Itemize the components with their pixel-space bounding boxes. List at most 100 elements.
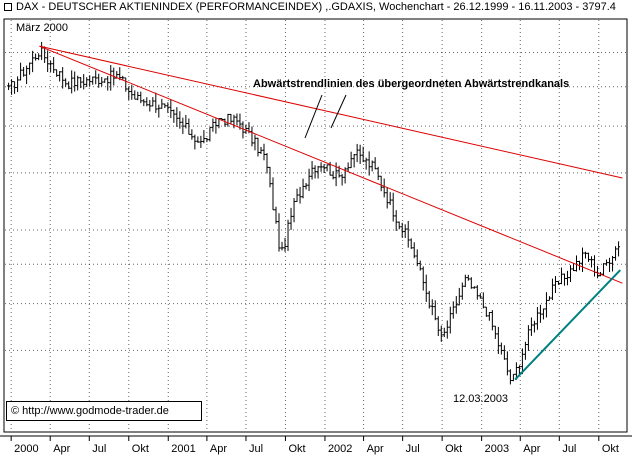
x-tick-label: Jul <box>249 443 263 455</box>
weekly-bar <box>602 263 606 276</box>
weekly-bar <box>376 166 380 181</box>
weekly-bar <box>211 118 215 132</box>
x-tick-label: Apr <box>523 443 540 455</box>
weekly-bar <box>451 301 455 319</box>
chart-title-bar: DAX - DEUTSCHER AKTIENINDEX (PERFORMANCE… <box>4 1 616 13</box>
weekly-bar <box>493 325 497 339</box>
weekly-bar <box>262 143 266 161</box>
x-tick-label: Apr <box>53 443 70 455</box>
weekly-bar <box>169 99 173 119</box>
trend-pointer-2 <box>330 94 347 129</box>
weekly-bar <box>259 146 263 155</box>
weekly-bar <box>448 306 452 334</box>
weekly-bar <box>532 320 536 333</box>
weekly-bar <box>424 274 428 302</box>
weekly-bar <box>166 102 170 113</box>
weekly-bar <box>244 124 248 134</box>
weekly-bar <box>190 129 194 140</box>
chart-title: DAX - DEUTSCHER AKTIENINDEX (PERFORMANCE… <box>16 1 616 13</box>
weekly-bar <box>181 117 185 134</box>
weekly-bar <box>223 118 227 127</box>
weekly-bar <box>403 224 407 238</box>
weekly-bar <box>31 50 35 73</box>
weekly-bar <box>460 282 464 300</box>
weekly-bar <box>124 77 128 92</box>
weekly-bar <box>67 81 71 90</box>
weekly-bar <box>16 76 20 93</box>
weekly-bar <box>463 274 467 288</box>
weekly-bar <box>73 71 77 92</box>
weekly-bar <box>520 348 524 375</box>
weekly-bar <box>508 369 512 385</box>
weekly-bar <box>499 342 503 355</box>
weekly-bar <box>547 296 551 301</box>
weekly-bar <box>581 247 585 272</box>
weekly-bar <box>298 186 302 204</box>
weekly-bar <box>103 78 107 83</box>
x-tick-label: 2003 <box>485 443 509 455</box>
weekly-bar <box>58 71 62 82</box>
weekly-bar <box>562 273 566 286</box>
weekly-bar <box>364 157 368 170</box>
weekly-bar <box>553 276 557 294</box>
weekly-bar <box>37 53 41 61</box>
weekly-bar <box>430 299 434 316</box>
x-tick-label: Okt <box>445 443 462 455</box>
weekly-bar <box>64 78 68 87</box>
weekly-bar <box>271 177 275 211</box>
trendline-3 <box>514 269 621 381</box>
weekly-bar <box>379 175 383 192</box>
weekly-bar <box>76 75 80 91</box>
weekly-bar <box>391 192 395 222</box>
weekly-bar <box>106 76 110 91</box>
weekly-bar <box>565 270 569 286</box>
weekly-bar <box>295 188 299 202</box>
weekly-bar <box>436 316 440 337</box>
x-tick-label: Okt <box>288 443 305 455</box>
weekly-bar <box>358 144 362 164</box>
weekly-bar <box>445 320 449 339</box>
weekly-bar <box>163 103 167 109</box>
weekly-bar <box>397 221 401 230</box>
weekly-bar <box>605 259 609 266</box>
weekly-bar <box>541 308 545 320</box>
weekly-bar <box>46 50 50 72</box>
annotation-trend: Abwärtstrendlinien des übergeordneten Ab… <box>253 78 570 90</box>
weekly-bar <box>178 111 182 129</box>
weekly-bar <box>238 113 242 130</box>
weekly-bar <box>412 242 416 259</box>
weekly-bar <box>34 53 38 61</box>
weekly-bar <box>94 70 98 85</box>
weekly-bar <box>286 219 290 251</box>
weekly-bar <box>559 267 563 285</box>
x-axis: 2000 Apr Jul Okt 2001 Apr Jul Okt 2002 Apr Jul Okt 2… <box>0 435 632 455</box>
weekly-bar <box>352 153 356 168</box>
weekly-bar <box>388 192 392 205</box>
weekly-bar <box>373 157 377 170</box>
weekly-bar <box>331 171 335 180</box>
weekly-bar <box>7 82 11 91</box>
weekly-bar <box>361 146 365 163</box>
weekly-bar <box>608 257 612 273</box>
x-tick-label: 2001 <box>171 443 195 455</box>
weekly-bar <box>394 210 398 231</box>
weekly-bar <box>587 252 591 262</box>
weekly-bar <box>70 70 74 94</box>
weekly-bar <box>118 67 122 81</box>
weekly-bar <box>268 166 272 188</box>
weekly-bar <box>145 97 149 107</box>
weekly-bar <box>427 290 431 309</box>
weekly-bar <box>346 162 350 173</box>
weekly-bar <box>304 182 308 190</box>
x-tick-label: Okt <box>132 443 149 455</box>
weekly-bar <box>256 137 260 157</box>
weekly-bar <box>97 73 101 88</box>
weekly-bar <box>526 325 530 351</box>
annotation-low: 12.03.2003 <box>453 393 509 405</box>
weekly-bar <box>415 249 419 267</box>
weekly-bar <box>370 160 374 172</box>
chart-window-icon <box>4 3 12 11</box>
weekly-bar <box>574 255 578 272</box>
weekly-bar <box>79 77 83 89</box>
